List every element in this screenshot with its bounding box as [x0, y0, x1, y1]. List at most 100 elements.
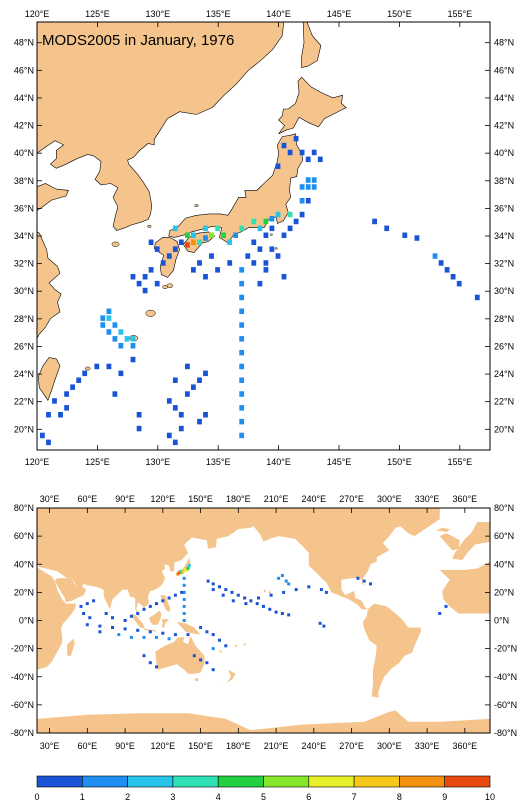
- lon-tick-label-bottom: 120°E: [25, 457, 50, 467]
- lat-tick-label-left: 42°N: [14, 121, 34, 131]
- observation-cell: [239, 432, 245, 439]
- observation-cell: [305, 184, 311, 190]
- observation-cell: [185, 242, 190, 248]
- observation-cell: [215, 267, 220, 273]
- observation-cell: [123, 627, 127, 631]
- lon-tick-label-bottom: 155°E: [447, 457, 472, 467]
- lat-tick-label-left: 36°N: [14, 203, 34, 213]
- observation-cell: [191, 239, 196, 245]
- lat-tick-label-left: 34°N: [14, 231, 34, 241]
- observation-cell: [474, 294, 480, 301]
- north-america: [250, 508, 440, 610]
- mediterranean-edge: [464, 561, 490, 570]
- observation-cell: [245, 253, 251, 259]
- lat-tick-label-left: 38°N: [14, 176, 34, 186]
- observation-cell: [257, 596, 260, 600]
- lat-tick-label-right: 60°N: [494, 531, 514, 541]
- observation-cell: [64, 391, 69, 397]
- observation-cell: [136, 612, 140, 615]
- global-land: [37, 508, 490, 733]
- observation-cell: [362, 579, 366, 583]
- observation-cell: [203, 274, 208, 280]
- observation-cell: [203, 370, 208, 377]
- europe: [452, 522, 490, 560]
- lon-tick-label-bottom: 125°E: [85, 457, 110, 467]
- island: [147, 224, 152, 228]
- regional-observations: [40, 135, 480, 446]
- observation-cell: [239, 349, 245, 356]
- colorbar-segment: [444, 775, 491, 788]
- observation-cell: [142, 635, 146, 639]
- lat-tick-label-right: -40°N: [494, 672, 517, 682]
- observation-cell: [172, 246, 178, 252]
- observation-cell: [118, 343, 124, 349]
- antarctica: [37, 710, 490, 733]
- observation-cell: [299, 184, 305, 190]
- observation-cell: [64, 405, 69, 411]
- observation-cell: [251, 218, 257, 225]
- observation-cell: [130, 336, 136, 342]
- observation-cell: [402, 232, 408, 238]
- observation-cell: [369, 582, 372, 586]
- greenland: [389, 508, 440, 537]
- observation-cell: [88, 616, 92, 620]
- observation-cell: [227, 260, 233, 266]
- lat-tick-label-right: -60°N: [494, 700, 517, 710]
- observation-cell: [112, 391, 118, 397]
- observation-cell: [100, 315, 106, 321]
- observation-cell: [148, 267, 154, 273]
- observation-cell: [166, 253, 172, 259]
- observation-cell: [205, 630, 209, 634]
- observation-cell: [85, 602, 89, 606]
- observation-cell: [257, 280, 263, 287]
- regional-ticks: 120°E 120°E 125°E 125°E 130°E 130°E 135°E 135°E…: [14, 9, 514, 467]
- observation-cell: [319, 588, 323, 592]
- colorbar-segment: [172, 775, 219, 788]
- observation-cell: [224, 644, 228, 648]
- observation-cell: [106, 315, 112, 321]
- lat-tick-label-right: 40°N: [494, 559, 514, 569]
- observation-cell: [239, 225, 245, 232]
- regional-map: MODS2005 in January, 1976 120°E 120°E 125°…: [14, 9, 514, 467]
- lat-tick-label-left: -80°N: [11, 728, 34, 738]
- lat-tick-label-right: 28°N: [494, 314, 514, 324]
- observation-cell: [244, 602, 248, 606]
- observation-cell: [178, 239, 184, 245]
- observation-cell: [85, 623, 89, 627]
- observation-cell: [209, 232, 214, 238]
- lon-tick-label-top: 360°E: [453, 494, 478, 504]
- observation-cell: [287, 211, 293, 218]
- colorbar-segment: [353, 775, 400, 788]
- observation-cell: [215, 225, 220, 232]
- island: [219, 650, 222, 653]
- colorbar-label: 1: [80, 792, 85, 802]
- observation-cell: [221, 232, 226, 238]
- observation-cell: [111, 616, 114, 620]
- observation-cell: [186, 633, 190, 637]
- lon-tick-label-top: 120°E: [151, 494, 176, 504]
- observation-cell: [76, 377, 82, 383]
- observation-cell: [287, 149, 293, 156]
- observation-cell: [98, 630, 102, 634]
- observation-cell: [275, 211, 281, 218]
- observation-cell: [384, 225, 390, 232]
- lon-tick-label-bottom: 90°E: [115, 741, 135, 751]
- observation-cell: [187, 564, 191, 568]
- lat-tick-label-right: 42°N: [494, 121, 514, 131]
- observation-cell: [182, 583, 186, 587]
- lat-tick-label-left: 20°N: [14, 587, 34, 597]
- observation-cell: [317, 156, 323, 163]
- observation-cell: [280, 612, 284, 615]
- observation-cell: [209, 253, 214, 259]
- observation-cell: [197, 239, 202, 245]
- eurasia: [37, 508, 251, 620]
- observation-cell: [275, 253, 281, 259]
- observation-cell: [173, 593, 177, 597]
- new-zealand: [222, 669, 236, 686]
- colorbar-segment: [36, 775, 83, 788]
- lon-tick-label-top: 135°E: [206, 9, 231, 19]
- lat-tick-label-left: -60°N: [11, 700, 34, 710]
- lon-tick-label-top: 120°E: [25, 9, 50, 19]
- lat-tick-label-left: -20°N: [11, 644, 34, 654]
